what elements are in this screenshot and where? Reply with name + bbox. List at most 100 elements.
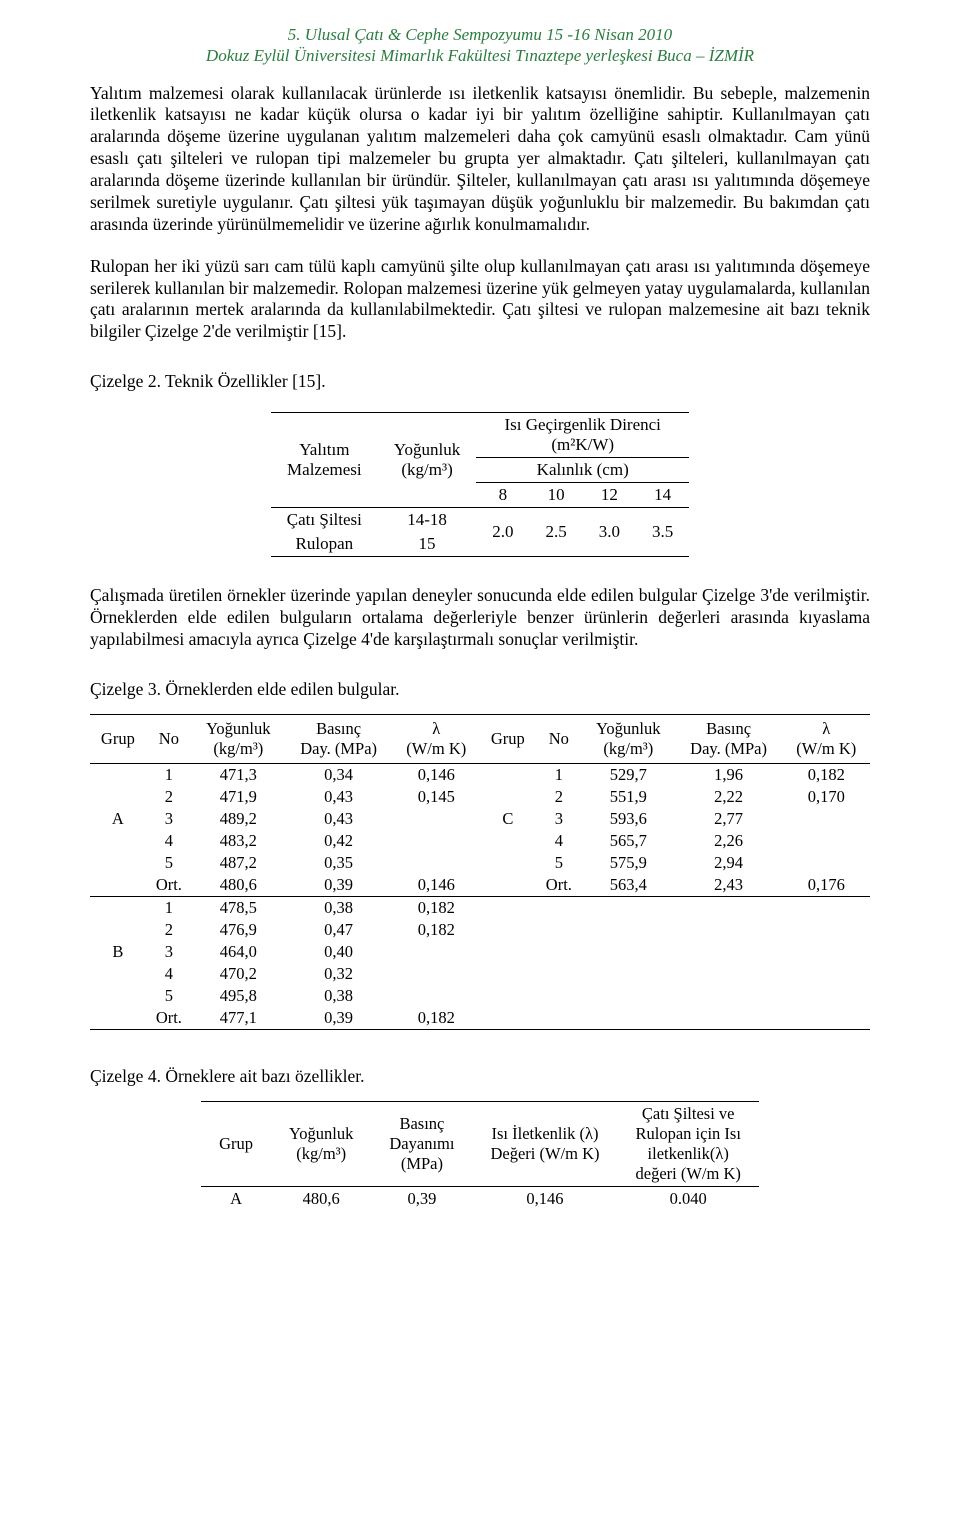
table-cell: 0,39: [285, 1007, 393, 1030]
t2-v4: 3.5: [636, 508, 689, 557]
table-cell: 2,26: [675, 830, 783, 852]
t3-h-no-r: No: [536, 714, 582, 763]
table-cell: [675, 963, 783, 985]
t2-v2: 2.5: [529, 508, 582, 557]
table-cell: [582, 896, 675, 919]
t4-r-cati: 0.040: [618, 1186, 759, 1211]
table-cell: 471,9: [192, 786, 285, 808]
table-cell: 0,170: [783, 786, 871, 808]
table-cell: 3: [536, 808, 582, 830]
table-cell: 563,4: [582, 874, 675, 897]
table-cell: 4: [536, 830, 582, 852]
table-cell: [582, 963, 675, 985]
table-cell: 2,43: [675, 874, 783, 897]
table-cell: [675, 1007, 783, 1030]
table-cell: 0,34: [285, 763, 393, 786]
table-cell: 565,7: [582, 830, 675, 852]
table-cell: [675, 941, 783, 963]
table-cell: [783, 830, 871, 852]
table-cell: 1,96: [675, 763, 783, 786]
table-cell: [536, 985, 582, 1007]
table-cell: 3: [146, 941, 192, 963]
table-cell: 0,39: [285, 874, 393, 897]
t2-r1-dens: 14-18: [378, 508, 476, 533]
table-cell: 0,182: [783, 763, 871, 786]
table-cell: 2: [536, 786, 582, 808]
table-cell: 4: [146, 830, 192, 852]
table-cell: [783, 808, 871, 830]
table-cell: 575,9: [582, 852, 675, 874]
table-cell: Ort.: [146, 1007, 192, 1030]
t2-r2-name: Rulopan: [271, 532, 378, 557]
table-cell: A: [90, 763, 146, 874]
t3-h-lam-l: λ (W/m K): [393, 714, 480, 763]
t3-h-yog-r: Yoğunluk (kg/m³): [582, 714, 675, 763]
table-cell: 0,42: [285, 830, 393, 852]
table-cell: 495,8: [192, 985, 285, 1007]
table-cell: 3: [146, 808, 192, 830]
table-cell: 480,6: [192, 874, 285, 897]
table-cell: 5: [146, 852, 192, 874]
t4-r-bas: 0,39: [371, 1186, 472, 1211]
table-cell: 5: [146, 985, 192, 1007]
table-cell: [783, 941, 871, 963]
table-cell: [90, 874, 146, 897]
table-cell: [393, 852, 480, 874]
caption-table-3: Çizelge 3. Örneklerden elde edilen bulgu…: [90, 679, 870, 700]
header-line-1: 5. Ulusal Çatı & Cephe Sempozyumu 15 -16…: [90, 24, 870, 45]
t2-v3: 3.0: [583, 508, 636, 557]
table-cell: 5: [536, 852, 582, 874]
table-cell: [582, 985, 675, 1007]
table-cell: [783, 852, 871, 874]
t3-h-lam-r: λ (W/m K): [783, 714, 871, 763]
table-cell: 0,145: [393, 786, 480, 808]
table-cell: 489,2: [192, 808, 285, 830]
table-cell: [480, 896, 536, 1007]
table-cell: 0,146: [393, 763, 480, 786]
table-cell: 0,47: [285, 919, 393, 941]
table-cell: [675, 919, 783, 941]
table-cell: 0,43: [285, 808, 393, 830]
caption-table-2: Çizelge 2. Teknik Özellikler [15].: [90, 371, 870, 392]
table-cell: 529,7: [582, 763, 675, 786]
table-cell: 0,35: [285, 852, 393, 874]
table-cell: 470,2: [192, 963, 285, 985]
table-cell: [536, 941, 582, 963]
table-cell: 4: [146, 963, 192, 985]
table-cell: 0,43: [285, 786, 393, 808]
table-cell: Ort.: [146, 874, 192, 897]
table-cell: C: [480, 763, 536, 874]
table-cell: [675, 896, 783, 919]
table-4: Grup Yoğunluk (kg/m³) Basınç Dayanımı (M…: [201, 1101, 759, 1211]
table-cell: [90, 1007, 146, 1030]
table-cell: [480, 874, 536, 897]
table-cell: 2: [146, 786, 192, 808]
page: 5. Ulusal Çatı & Cephe Sempozyumu 15 -16…: [0, 0, 960, 1251]
table-cell: [582, 941, 675, 963]
table-3: Grup No Yoğunluk (kg/m³) Basınç Day. (MP…: [90, 714, 870, 1030]
paragraph-1: Yalıtım malzemesi olarak kullanılacak ür…: [90, 83, 870, 236]
table-cell: [783, 1007, 871, 1030]
t2-col-12: 12: [583, 483, 636, 508]
t2-r1-name: Çatı Şiltesi: [271, 508, 378, 533]
table-cell: 0,38: [285, 896, 393, 919]
t3-h-grup-r: Grup: [480, 714, 536, 763]
page-header: 5. Ulusal Çatı & Cephe Sempozyumu 15 -16…: [90, 24, 870, 67]
table-cell: 0,182: [393, 1007, 480, 1030]
table-cell: 0,146: [393, 874, 480, 897]
table-cell: B: [90, 896, 146, 1007]
t2-h-material: Yalıtım Malzemesi: [271, 413, 378, 508]
table-cell: [393, 963, 480, 985]
table-cell: 1: [146, 896, 192, 919]
header-line-2: Dokuz Eylül Üniversitesi Mimarlık Fakült…: [90, 45, 870, 66]
t4-h-bas: Basınç Dayanımı (MPa): [371, 1101, 472, 1186]
t2-h-thickness: Kalınlık (cm): [476, 458, 689, 483]
t3-h-grup-l: Grup: [90, 714, 146, 763]
table-cell: [582, 1007, 675, 1030]
table-cell: 0,38: [285, 985, 393, 1007]
table-cell: [393, 830, 480, 852]
table-cell: Ort.: [536, 874, 582, 897]
table-cell: [582, 919, 675, 941]
table-cell: [393, 808, 480, 830]
table-cell: 0,182: [393, 919, 480, 941]
